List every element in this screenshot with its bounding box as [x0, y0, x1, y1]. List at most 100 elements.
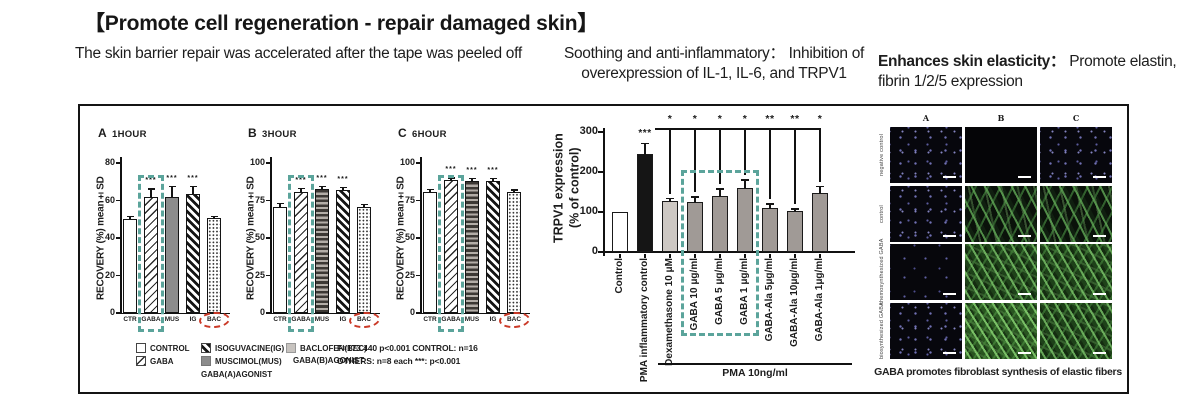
- trpv1-y-tick: [598, 131, 603, 133]
- panel-time-label: 1HOUR: [112, 129, 147, 140]
- trpv1-gaba-highlight-box: [681, 170, 759, 336]
- x-label-CTR: CTR: [273, 315, 287, 323]
- sig-MUS: ***: [316, 174, 328, 182]
- y-tick-label: 60: [104, 194, 115, 205]
- y-tick-label: 0: [259, 307, 265, 317]
- y-axis: [120, 157, 122, 314]
- bar-BAC: [507, 192, 521, 313]
- x-label-MUS: MUS: [314, 315, 330, 323]
- trpv1-y-tick-label: 300: [579, 125, 598, 137]
- sig-bracket-label-3: *: [742, 113, 748, 125]
- trpv1-x-tick: [619, 253, 621, 258]
- errorbar-stem-IG: [342, 187, 344, 191]
- bar-IG: [486, 181, 500, 313]
- trpv1-x-label-7: GABA-Ala 10μg/ml: [789, 258, 800, 347]
- x-baseline: [420, 313, 530, 314]
- x-label-GABA: GABA: [141, 315, 161, 323]
- errorbar-stem-MUS: [171, 185, 173, 198]
- y-tick: [266, 237, 270, 239]
- trpv1-x-tick: [719, 253, 721, 258]
- trpv1-y-tick: [598, 211, 603, 213]
- x-label-IG: IG: [339, 315, 347, 323]
- legend-item-isoguvacine: ISOGUVACINE(IG): [201, 343, 284, 353]
- y-tick: [266, 199, 270, 202]
- errorbar-stem-IG: [192, 185, 194, 195]
- bar-IG: [186, 193, 200, 313]
- scale-bar: [943, 176, 956, 178]
- figure-title: 【Promote cell regeneration - repair dama…: [84, 12, 599, 35]
- trpv1-x-tick: [769, 253, 771, 258]
- pma-group-label: PMA 10ng/ml: [722, 367, 788, 379]
- y-tick: [416, 162, 420, 164]
- pma-group-line: [658, 363, 852, 366]
- sig-bracket-label-1: *: [692, 113, 698, 125]
- muscimol-swatch: [201, 356, 211, 366]
- scale-bar: [1018, 293, 1031, 295]
- trpv1-x-label-1: PMA inflammatory control: [639, 258, 650, 383]
- sig-GABA: ***: [145, 177, 157, 185]
- y-tick: [116, 237, 120, 239]
- errorbar-stem-GABA: [450, 177, 452, 181]
- y-tick: [116, 274, 120, 277]
- y-tick-label: 20: [104, 269, 115, 280]
- bar-GABA: [444, 179, 458, 313]
- legend-item-muscimol: MUSCIMOL(MUS): [201, 356, 282, 366]
- sig-IG: ***: [337, 176, 349, 183]
- scale-bar: [943, 234, 956, 237]
- trpv1-y-tick: [598, 251, 603, 253]
- y-tick: [266, 274, 270, 277]
- y-tick-label: 25: [404, 269, 415, 280]
- y-tick: [116, 162, 120, 164]
- y-axis: [270, 157, 272, 314]
- x-label-BAC: BAC: [356, 315, 372, 323]
- x-label-BAC: BAC: [206, 315, 222, 323]
- scale-bar: [1018, 176, 1031, 178]
- y-tick: [416, 312, 420, 314]
- errorbar-stem-BAC: [213, 215, 215, 220]
- panel-time-label: 6HOUR: [412, 129, 447, 140]
- micrograph-cell-biosynthesized-GABA-C: [1040, 302, 1112, 359]
- trpv1-errorbar-stem-1: [644, 142, 646, 155]
- scale-bar: [1093, 351, 1106, 354]
- y-tick: [416, 237, 420, 239]
- bar-BAC: [207, 218, 221, 313]
- x-label-GABA: GABA: [441, 315, 461, 323]
- gaba-highlight-box: [438, 175, 464, 332]
- errorbar-stem-CTR: [129, 215, 131, 221]
- micrograph-caption: GABA promotes fibroblast synthesis of el…: [874, 366, 1122, 378]
- y-tick-label: 75: [254, 194, 265, 205]
- errorbar-stem-CTR: [429, 188, 431, 193]
- scale-bar: [1018, 351, 1031, 354]
- x-label-MUS: MUS: [164, 315, 180, 323]
- x-label-CTR: CTR: [423, 315, 437, 323]
- trpv1-x-label-2: Dexamethasone 10 μM: [664, 258, 675, 366]
- y-tick-label: 80: [104, 157, 115, 167]
- micrograph-row-label: control: [879, 204, 885, 223]
- trpv1-x-tick: [819, 253, 821, 258]
- trpv1-y-axis-label-2: (% of control): [567, 147, 582, 229]
- bar-CTR: [123, 219, 137, 313]
- sig-bracket-label-6: *: [817, 113, 823, 125]
- micrograph-cell-chemosynthesized-GABA-C: [1040, 244, 1112, 300]
- bar-CTR: [273, 206, 287, 313]
- micrograph-col-header-A: A: [922, 113, 930, 123]
- trpv1-bar-8: [812, 192, 828, 252]
- x-label-IG: IG: [189, 315, 197, 323]
- trpv1-bar-1: [637, 154, 653, 252]
- trpv1-errorbar-stem-3: [694, 196, 696, 203]
- trpv1-sig-1: ***: [638, 127, 652, 139]
- sig-bracket-drop-4: [769, 128, 771, 200]
- micrograph-row-label: negative control: [879, 133, 885, 177]
- y-tick-label: 75: [404, 194, 415, 205]
- micrograph-cell-chemosynthesized-GABA-A: [890, 244, 962, 300]
- trpv1-x-baseline: [603, 251, 855, 254]
- micrograph-row-label: biosynthesized GABA: [879, 302, 885, 359]
- x-baseline: [270, 313, 380, 314]
- stats-line-1: F=173.440 p<0.001 CONTROL: n=16: [337, 343, 478, 353]
- y-tick: [416, 274, 420, 277]
- trpv1-x-tick: [669, 253, 671, 258]
- bar-GABA: [144, 196, 158, 313]
- bar-CTR: [423, 191, 437, 313]
- sig-IG: ***: [487, 167, 499, 174]
- gaba-b-agonist-note: GABA(B)AGONIST: [293, 356, 365, 365]
